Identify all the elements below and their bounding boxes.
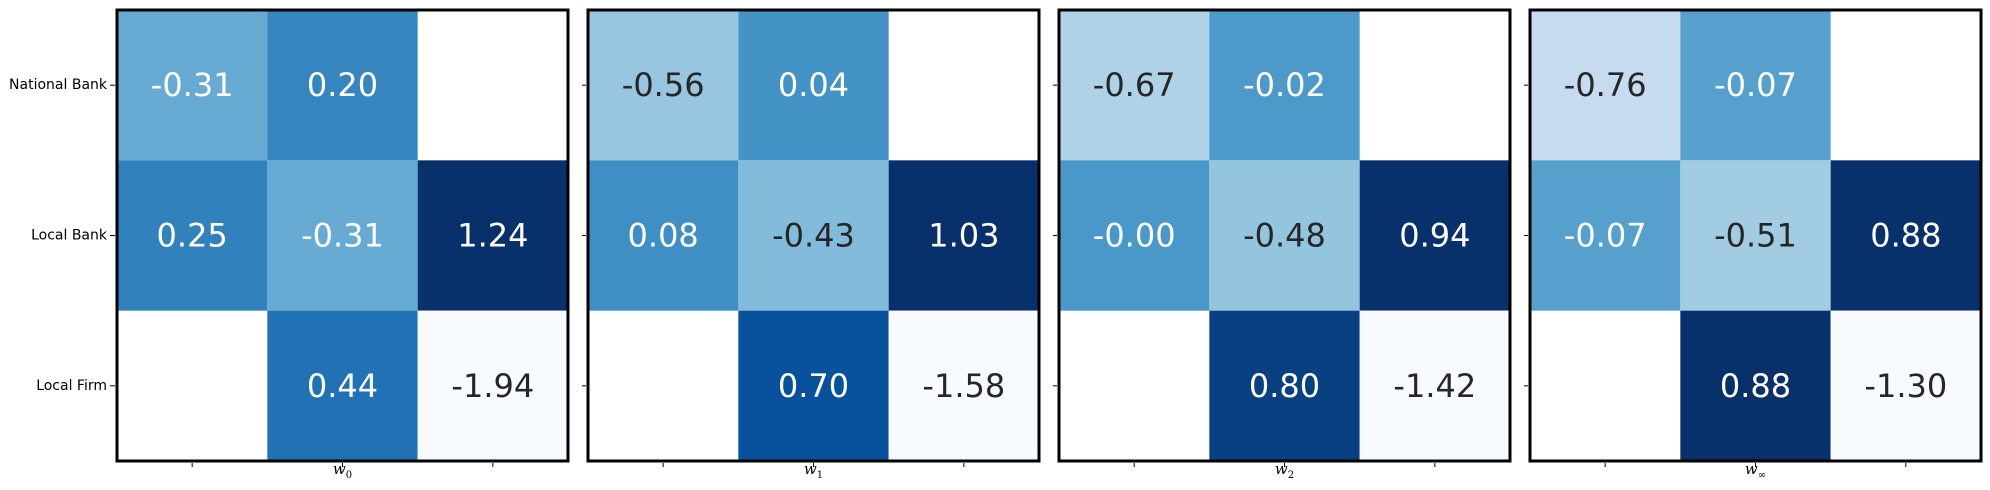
- row-label: National Bank: [9, 77, 108, 93]
- heatmap-cell: [588, 10, 739, 161]
- heatmap-cell: [1830, 310, 1981, 461]
- cell-value-label: -0.56: [622, 66, 705, 104]
- panel-frame: [1528, 8, 1983, 463]
- heatmap-cell: [1059, 160, 1210, 311]
- cell-value-label: -0.07: [1714, 66, 1797, 104]
- heatmap-cell: [1680, 160, 1831, 311]
- cell-value-label: -0.31: [151, 66, 234, 104]
- x-axis-label: w1: [804, 460, 823, 481]
- cell-value-label: 0.80: [1249, 367, 1320, 405]
- cell-value-label: -0.00: [1093, 217, 1176, 255]
- heatmap-cell: [1680, 310, 1831, 461]
- row-label: Local Bank: [31, 228, 108, 244]
- cell-value-label: -0.07: [1564, 217, 1647, 255]
- cell-value-label: 0.44: [307, 367, 378, 405]
- heatmap-cell: [267, 160, 418, 311]
- cell-value-label: 0.04: [778, 66, 849, 104]
- cell-value-label: 0.88: [1870, 217, 1941, 255]
- heatmap-cell: [267, 10, 418, 161]
- x-axis-label: w0: [333, 460, 352, 481]
- panel-frame: [586, 8, 1041, 463]
- x-axis-label: w2: [1275, 460, 1294, 481]
- cell-value-label: -1.42: [1393, 367, 1476, 405]
- cell-value-label: -0.31: [301, 217, 384, 255]
- cell-value-label: -1.94: [451, 367, 534, 405]
- heatmap-cell: [888, 160, 1039, 311]
- heatmap-cell: [1680, 10, 1831, 161]
- panel-frame: [115, 8, 570, 463]
- heatmap-cell: [117, 160, 268, 311]
- heatmap-cell: [1209, 10, 1360, 161]
- cell-value-label: -0.43: [772, 217, 855, 255]
- heatmap-cell: [417, 310, 568, 461]
- heatmap-cell: [1359, 310, 1510, 461]
- cell-value-label: 0.25: [157, 217, 228, 255]
- heatmap-cell: [1530, 160, 1681, 311]
- heatmap-cell: [888, 310, 1039, 461]
- row-label: Local Firm: [36, 378, 107, 394]
- cell-value-label: -1.58: [922, 367, 1005, 405]
- heatmap-cell: [117, 10, 268, 161]
- cell-value-label: 0.70: [778, 367, 849, 405]
- heatmap-cell: [1059, 10, 1210, 161]
- heatmap-cell: [588, 160, 739, 311]
- heatmap-cell: [738, 160, 889, 311]
- cell-value-label: 0.94: [1399, 217, 1470, 255]
- x-axis-label: w∞: [1745, 460, 1766, 481]
- cell-value-label: 1.03: [928, 217, 999, 255]
- cell-value-label: 0.08: [628, 217, 699, 255]
- heatmap-cell: [1209, 310, 1360, 461]
- heatmap-cell: [738, 310, 889, 461]
- cell-value-label: -0.48: [1243, 217, 1326, 255]
- cell-value-label: 1.24: [457, 217, 528, 255]
- heatmap-cell: [1530, 10, 1681, 161]
- cell-value-label: -0.76: [1564, 66, 1647, 104]
- heatmap-cell: [1359, 160, 1510, 311]
- cell-value-label: 0.20: [307, 66, 378, 104]
- cell-value-label: 0.88: [1720, 367, 1791, 405]
- cell-value-label: -1.30: [1864, 367, 1947, 405]
- cell-value-label: -0.02: [1243, 66, 1326, 104]
- heatmap-cell: [738, 10, 889, 161]
- heatmap-cell: [417, 160, 568, 311]
- cell-value-label: -0.67: [1093, 66, 1176, 104]
- panel-frame: [1057, 8, 1512, 463]
- cell-value-label: -0.51: [1714, 217, 1797, 255]
- heatmap-cell: [1209, 160, 1360, 311]
- heatmap-cell: [1830, 160, 1981, 311]
- heatmap-cell: [267, 310, 418, 461]
